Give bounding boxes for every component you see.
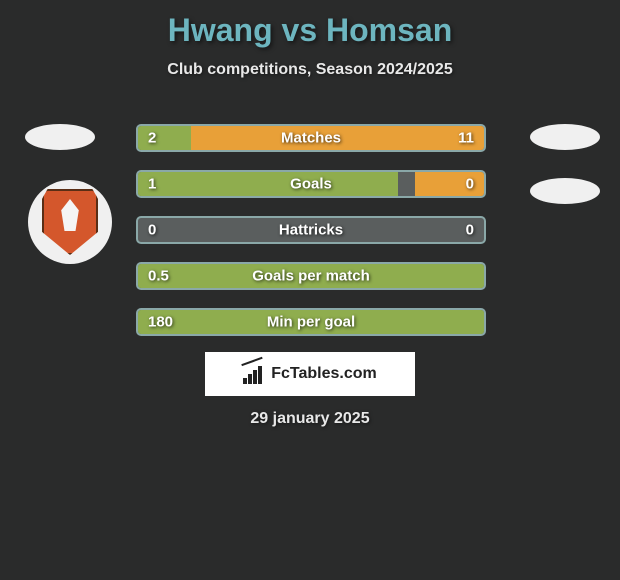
stat-label: Goals: [290, 176, 332, 193]
player-right-avatar: [530, 124, 600, 150]
page-title: Hwang vs Homsan: [0, 0, 620, 49]
stat-label: Min per goal: [267, 314, 355, 331]
stat-bar-left: [138, 172, 398, 196]
stat-row-hattricks: 0 Hattricks 0: [136, 216, 486, 244]
stat-value-right: 0: [466, 176, 474, 193]
stat-value-left: 180: [148, 314, 173, 331]
stat-value-right: 11: [458, 130, 474, 147]
stat-value-left: 0.5: [148, 268, 169, 285]
logo-text: FcTables.com: [271, 365, 377, 383]
stat-label: Goals per match: [252, 268, 370, 285]
shield-icon: [42, 189, 98, 255]
stat-value-left: 2: [148, 130, 156, 147]
player-left-avatar: [25, 124, 95, 150]
player-right-club-badge: [530, 178, 600, 204]
stat-label: Hattricks: [279, 222, 343, 239]
subtitle: Club competitions, Season 2024/2025: [0, 61, 620, 79]
stat-row-matches: 2 Matches 11: [136, 124, 486, 152]
date: 29 january 2025: [250, 410, 369, 428]
stat-row-min-per-goal: 180 Min per goal: [136, 308, 486, 336]
stat-row-goals: 1 Goals 0: [136, 170, 486, 198]
stat-bar-left: [138, 126, 191, 150]
stat-value-right: 0: [466, 222, 474, 239]
player-left-club-badge: [28, 180, 112, 264]
stats-container: 2 Matches 11 1 Goals 0 0 Hattricks 0 0.5…: [136, 124, 486, 354]
source-logo: FcTables.com: [205, 352, 415, 396]
stat-row-goals-per-match: 0.5 Goals per match: [136, 262, 486, 290]
stat-value-left: 1: [148, 176, 156, 193]
chart-icon: [243, 364, 265, 384]
stat-label: Matches: [281, 130, 341, 147]
stat-value-left: 0: [148, 222, 156, 239]
